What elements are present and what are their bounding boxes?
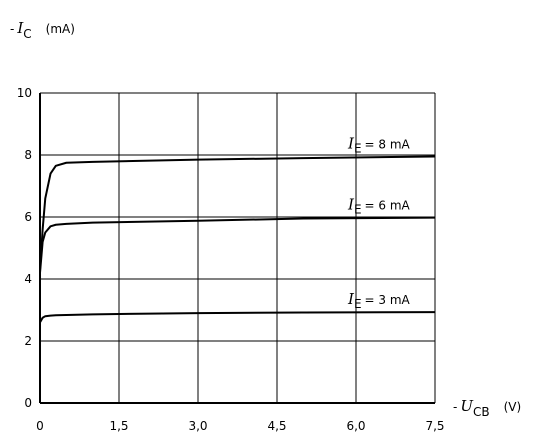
series-annotation: IE = 8 mA <box>347 135 411 156</box>
series-annotation: IE = 6 mA <box>347 196 411 217</box>
x-tick-label: 1,5 <box>109 419 128 433</box>
series-line <box>39 311 436 403</box>
axis-label: - IC (mA) <box>10 19 75 41</box>
axis-label-subscript: CB <box>473 405 490 419</box>
annotation-symbol: I <box>347 196 355 214</box>
annotation-text: = 3 mA <box>365 293 411 307</box>
annotation-subscript: E <box>354 203 362 217</box>
annotation-subscript: E <box>354 297 362 311</box>
y-tick-label: 4 <box>24 272 32 286</box>
y-tick-label: 10 <box>17 86 32 100</box>
y-tick-label: 0 <box>24 396 32 410</box>
annotation-text: = 8 mA <box>365 138 411 152</box>
x-tick-label: 6,0 <box>346 419 365 433</box>
axis-label-symbol: U <box>460 397 474 415</box>
x-tick-label: 0 <box>36 419 44 433</box>
series-line <box>39 155 436 403</box>
annotation-subscript: E <box>354 142 362 156</box>
x-tick-label: 7,5 <box>425 419 444 433</box>
y-tick-label: 8 <box>24 148 32 162</box>
axis-label-subscript: C <box>23 27 31 41</box>
axis-label-prefix: - <box>10 22 14 36</box>
y-tick-label: 6 <box>24 210 32 224</box>
annotation-symbol: I <box>347 135 355 153</box>
axis-label: - UCB (V) <box>453 397 521 419</box>
axis-label-symbol: I <box>16 19 24 37</box>
annotation-text: = 6 mA <box>365 199 411 213</box>
series-annotation: IE = 3 mA <box>347 290 411 311</box>
series-line <box>39 216 436 403</box>
axis-label-prefix: - <box>453 400 457 414</box>
x-tick-label: 4,5 <box>267 419 286 433</box>
annotation-symbol: I <box>347 290 355 308</box>
axis-label-unit: (V) <box>504 400 522 414</box>
y-tick-label: 2 <box>24 334 32 348</box>
axis-label-unit: (mA) <box>46 22 75 36</box>
x-tick-label: 3,0 <box>188 419 207 433</box>
